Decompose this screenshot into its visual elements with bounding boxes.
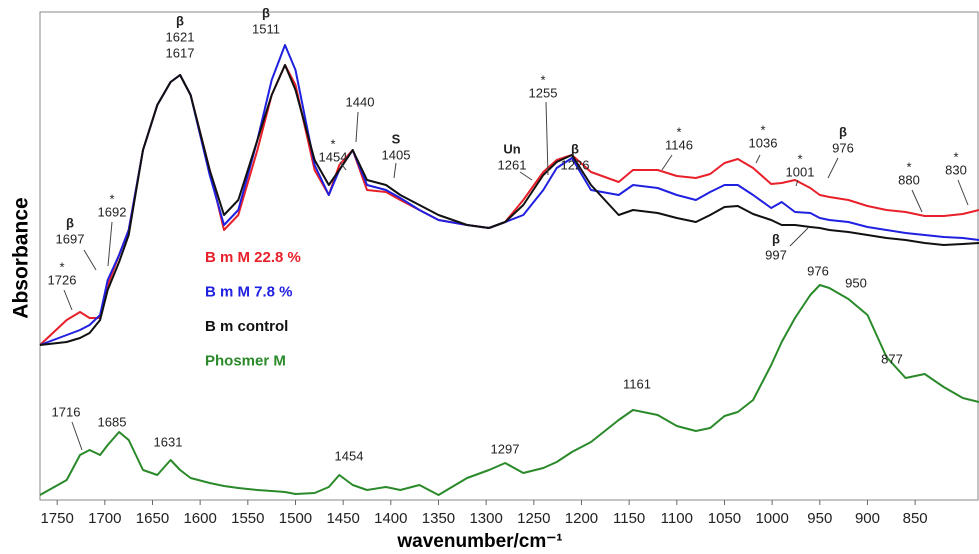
annotation-leader [393, 162, 397, 179]
annotation: * [676, 124, 681, 139]
annotation: 1261 [498, 157, 527, 172]
annotation-leader [789, 227, 809, 247]
x-tick-label: 1100 [661, 510, 693, 527]
x-tick-label: 1200 [565, 510, 598, 527]
annotation: 1697 [56, 231, 85, 246]
annotation: β [571, 141, 579, 156]
annotation: 1405 [382, 147, 411, 162]
annotation-leader [355, 111, 359, 143]
x-tick-label: 1350 [422, 510, 455, 527]
annotation: β [66, 215, 74, 230]
annotation: 997 [765, 247, 787, 262]
annotation-leader [71, 421, 83, 451]
spectrum-line [39, 64, 979, 346]
annotation-leader [755, 154, 761, 164]
annotation: 976 [832, 140, 854, 155]
x-tick-label: 1150 [613, 510, 645, 527]
annotation: * [760, 122, 765, 137]
annotation: 830 [945, 162, 967, 177]
annotation: 1454 [319, 149, 348, 164]
annotation: 1726 [48, 272, 77, 287]
annotation: 880 [898, 172, 920, 187]
x-tick-label: 1750 [40, 510, 73, 527]
annotation: * [906, 159, 911, 174]
x-tick-label: 1700 [88, 510, 121, 527]
annotation: β [176, 13, 184, 28]
x-tick-label: 1050 [708, 510, 741, 527]
annotation: 1617 [166, 45, 195, 60]
annotation-leader [519, 171, 533, 181]
annotation: 1631 [154, 434, 183, 449]
annotation: 1454 [335, 448, 364, 463]
x-axis-label: wavenumber/cm⁻¹ [396, 531, 562, 552]
annotation: 950 [845, 275, 867, 290]
annotation: * [109, 191, 114, 206]
legend-label: Phosmer M [205, 352, 286, 369]
annotation: 1621 [166, 29, 195, 44]
annotation: * [59, 259, 64, 274]
annotation: β [839, 124, 847, 139]
legend-label: B m M 22.8 % [205, 249, 301, 266]
annotation-leader [83, 249, 97, 271]
y-axis-label: Absorbance [10, 197, 33, 318]
annotation: 1511 [252, 21, 280, 36]
x-tick-label: 1600 [183, 510, 216, 527]
annotation-leader [545, 101, 549, 176]
annotation: 1440 [346, 94, 375, 109]
annotation: 1146 [665, 137, 693, 152]
x-tick-label: 850 [903, 510, 928, 527]
annotation-leader [957, 179, 969, 206]
annotation: * [953, 149, 958, 164]
x-tick-label: 950 [807, 510, 832, 527]
x-tick-label: 1250 [517, 510, 550, 527]
x-tick-label: 1300 [469, 510, 502, 527]
annotation: * [330, 136, 335, 151]
annotation: β [262, 5, 270, 20]
annotation-leader [339, 161, 347, 171]
annotation-leader [107, 221, 113, 267]
x-tick-label: 1400 [374, 510, 407, 527]
annotation: 1716 [52, 404, 81, 419]
legend-label: B m M 7.8 % [205, 283, 293, 300]
spectrum-line [39, 64, 979, 346]
annotation: 877 [881, 351, 903, 366]
annotation: 1036 [749, 135, 778, 150]
annotation: 976 [807, 263, 829, 278]
annotation-leader [911, 189, 923, 213]
x-tick-label: 1550 [231, 510, 264, 527]
annotation: 1001 [786, 164, 815, 179]
legend-label: B m control [205, 318, 288, 335]
annotation: Un [503, 141, 520, 156]
annotation-leader [661, 154, 673, 171]
annotation: 1161 [623, 376, 651, 391]
spectrum-line [39, 284, 979, 496]
annotation-leader [795, 179, 799, 187]
annotation: * [540, 72, 545, 87]
annotation: * [797, 151, 802, 166]
annotation: 1297 [491, 441, 520, 456]
annotation-leader [827, 157, 839, 179]
annotation: β [772, 231, 780, 246]
annotation: 1685 [98, 414, 127, 429]
x-tick-label: 1000 [755, 510, 788, 527]
annotation: 1692 [98, 204, 127, 219]
spectrum-line [39, 44, 979, 346]
x-tick-label: 900 [855, 510, 880, 527]
annotation: 1226 [561, 157, 590, 172]
x-tick-label: 1650 [136, 510, 169, 527]
annotation: 1255 [529, 85, 558, 100]
plot-frame [39, 11, 979, 501]
x-tick-label: 1450 [326, 510, 359, 527]
annotation: S [392, 131, 401, 146]
annotation-leader [63, 289, 73, 311]
x-tick-label: 1500 [279, 510, 312, 527]
